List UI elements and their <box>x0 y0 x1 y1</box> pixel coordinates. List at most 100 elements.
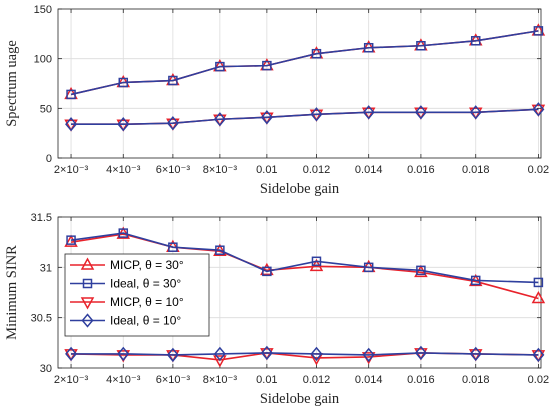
x-axis-label: Sidelobe gain <box>260 391 340 407</box>
x-tick-label: 0.018 <box>462 164 490 176</box>
data-point <box>262 266 272 277</box>
data-point <box>532 102 545 117</box>
x-tick-label: 0.014 <box>355 374 383 386</box>
data-point <box>468 107 483 120</box>
y-tick-label: 150 <box>34 4 52 16</box>
data-point <box>65 346 78 362</box>
series-line <box>70 30 539 96</box>
legend-marker <box>81 313 94 328</box>
data-point <box>166 350 180 363</box>
series-line <box>71 108 539 126</box>
data-point <box>414 107 428 120</box>
data-point <box>533 26 544 36</box>
y-tick-label: 31 <box>40 262 52 274</box>
legend-entry: MICP, θ = 30° <box>110 258 184 272</box>
data-point <box>166 116 179 131</box>
y-tick-label: 31.5 <box>31 212 52 224</box>
legend-entry: MICP, θ = 10° <box>110 295 184 309</box>
series-line <box>71 352 539 356</box>
data-point <box>531 104 546 117</box>
data-point <box>66 235 76 245</box>
data-point <box>66 89 76 100</box>
data-point <box>362 347 375 363</box>
x-axis-label: Sidelobe gain <box>260 181 340 197</box>
legend-entry: Ideal, θ = 30° <box>110 277 181 291</box>
data-point <box>311 48 322 59</box>
data-point <box>414 105 427 120</box>
data-point <box>309 109 324 122</box>
data-point <box>531 350 546 363</box>
series-1 <box>66 26 544 100</box>
data-point <box>116 119 131 132</box>
data-point <box>166 347 179 363</box>
data-point <box>65 117 78 132</box>
data-point <box>469 346 482 362</box>
data-point <box>64 349 78 362</box>
x-tick-label: 0.02 <box>528 164 549 176</box>
y-tick-label: 0 <box>46 153 52 165</box>
data-point <box>414 345 427 361</box>
data-point <box>416 265 426 276</box>
y-tick-label: 30.5 <box>31 313 52 325</box>
x-tick-label: 0.016 <box>407 164 435 176</box>
data-point <box>213 355 227 368</box>
x-tick-label: 0.012 <box>303 164 331 176</box>
data-point <box>64 119 78 132</box>
y-axis-label: Spectrum uage <box>4 40 20 127</box>
data-point <box>168 75 178 86</box>
x-tick-label: 0.01 <box>256 164 277 176</box>
data-point <box>213 112 226 127</box>
data-point <box>262 60 272 71</box>
data-point <box>533 277 544 288</box>
data-point <box>414 348 428 361</box>
data-point <box>118 77 129 88</box>
series-2 <box>64 104 546 132</box>
x-tick-label: 0.014 <box>355 164 383 176</box>
top-chart: 2×10⁻³ 4×10⁻³ 6×10⁻³ 8×10⁻³ 0.01 0.012 0.014 0.… <box>4 4 549 197</box>
x-tick-label: 0.012 <box>303 374 331 386</box>
legend-box <box>64 253 210 337</box>
x-tick-label: 8×10⁻³ <box>203 374 238 386</box>
data-point <box>64 234 78 247</box>
data-point <box>215 61 225 72</box>
series-line <box>70 232 539 284</box>
x-tick-label: 0.016 <box>407 374 435 386</box>
legend-marker <box>80 297 95 310</box>
data-point <box>310 346 323 362</box>
legend-marker <box>80 257 95 270</box>
x-tick-label: 2×10⁻³ <box>54 164 89 176</box>
data-point <box>260 112 274 125</box>
legend-marker <box>82 278 93 289</box>
x-tick-label: 2×10⁻³ <box>54 374 89 386</box>
data-point <box>168 242 178 252</box>
legend-entry: Ideal, θ = 10° <box>110 314 181 328</box>
data-point <box>361 107 376 120</box>
data-point <box>260 348 274 361</box>
series-3 <box>65 102 545 132</box>
series-line <box>70 30 539 96</box>
data-point <box>118 228 129 238</box>
series-0 <box>64 23 546 100</box>
data-point <box>166 118 180 131</box>
data-point <box>260 345 273 361</box>
data-point <box>213 346 226 362</box>
data-point <box>311 256 322 267</box>
series-1 <box>66 228 544 288</box>
data-point <box>362 105 375 120</box>
data-point <box>117 346 130 362</box>
data-point <box>470 36 481 46</box>
y-tick-label: 50 <box>40 103 52 115</box>
data-point <box>532 347 545 363</box>
data-point <box>310 107 323 122</box>
x-tick-label: 6×10⁻³ <box>156 164 191 176</box>
x-tick-label: 0.01 <box>256 374 277 386</box>
y-tick-label: 100 <box>34 54 52 66</box>
x-tick-label: 0.02 <box>528 374 549 386</box>
data-point <box>117 117 130 132</box>
x-tick-label: 0.018 <box>462 374 490 386</box>
series-3 <box>65 345 545 363</box>
data-point <box>363 42 374 53</box>
x-tick-label: 6×10⁻³ <box>156 374 191 386</box>
y-axis-label: Minimum SINR <box>4 245 20 340</box>
